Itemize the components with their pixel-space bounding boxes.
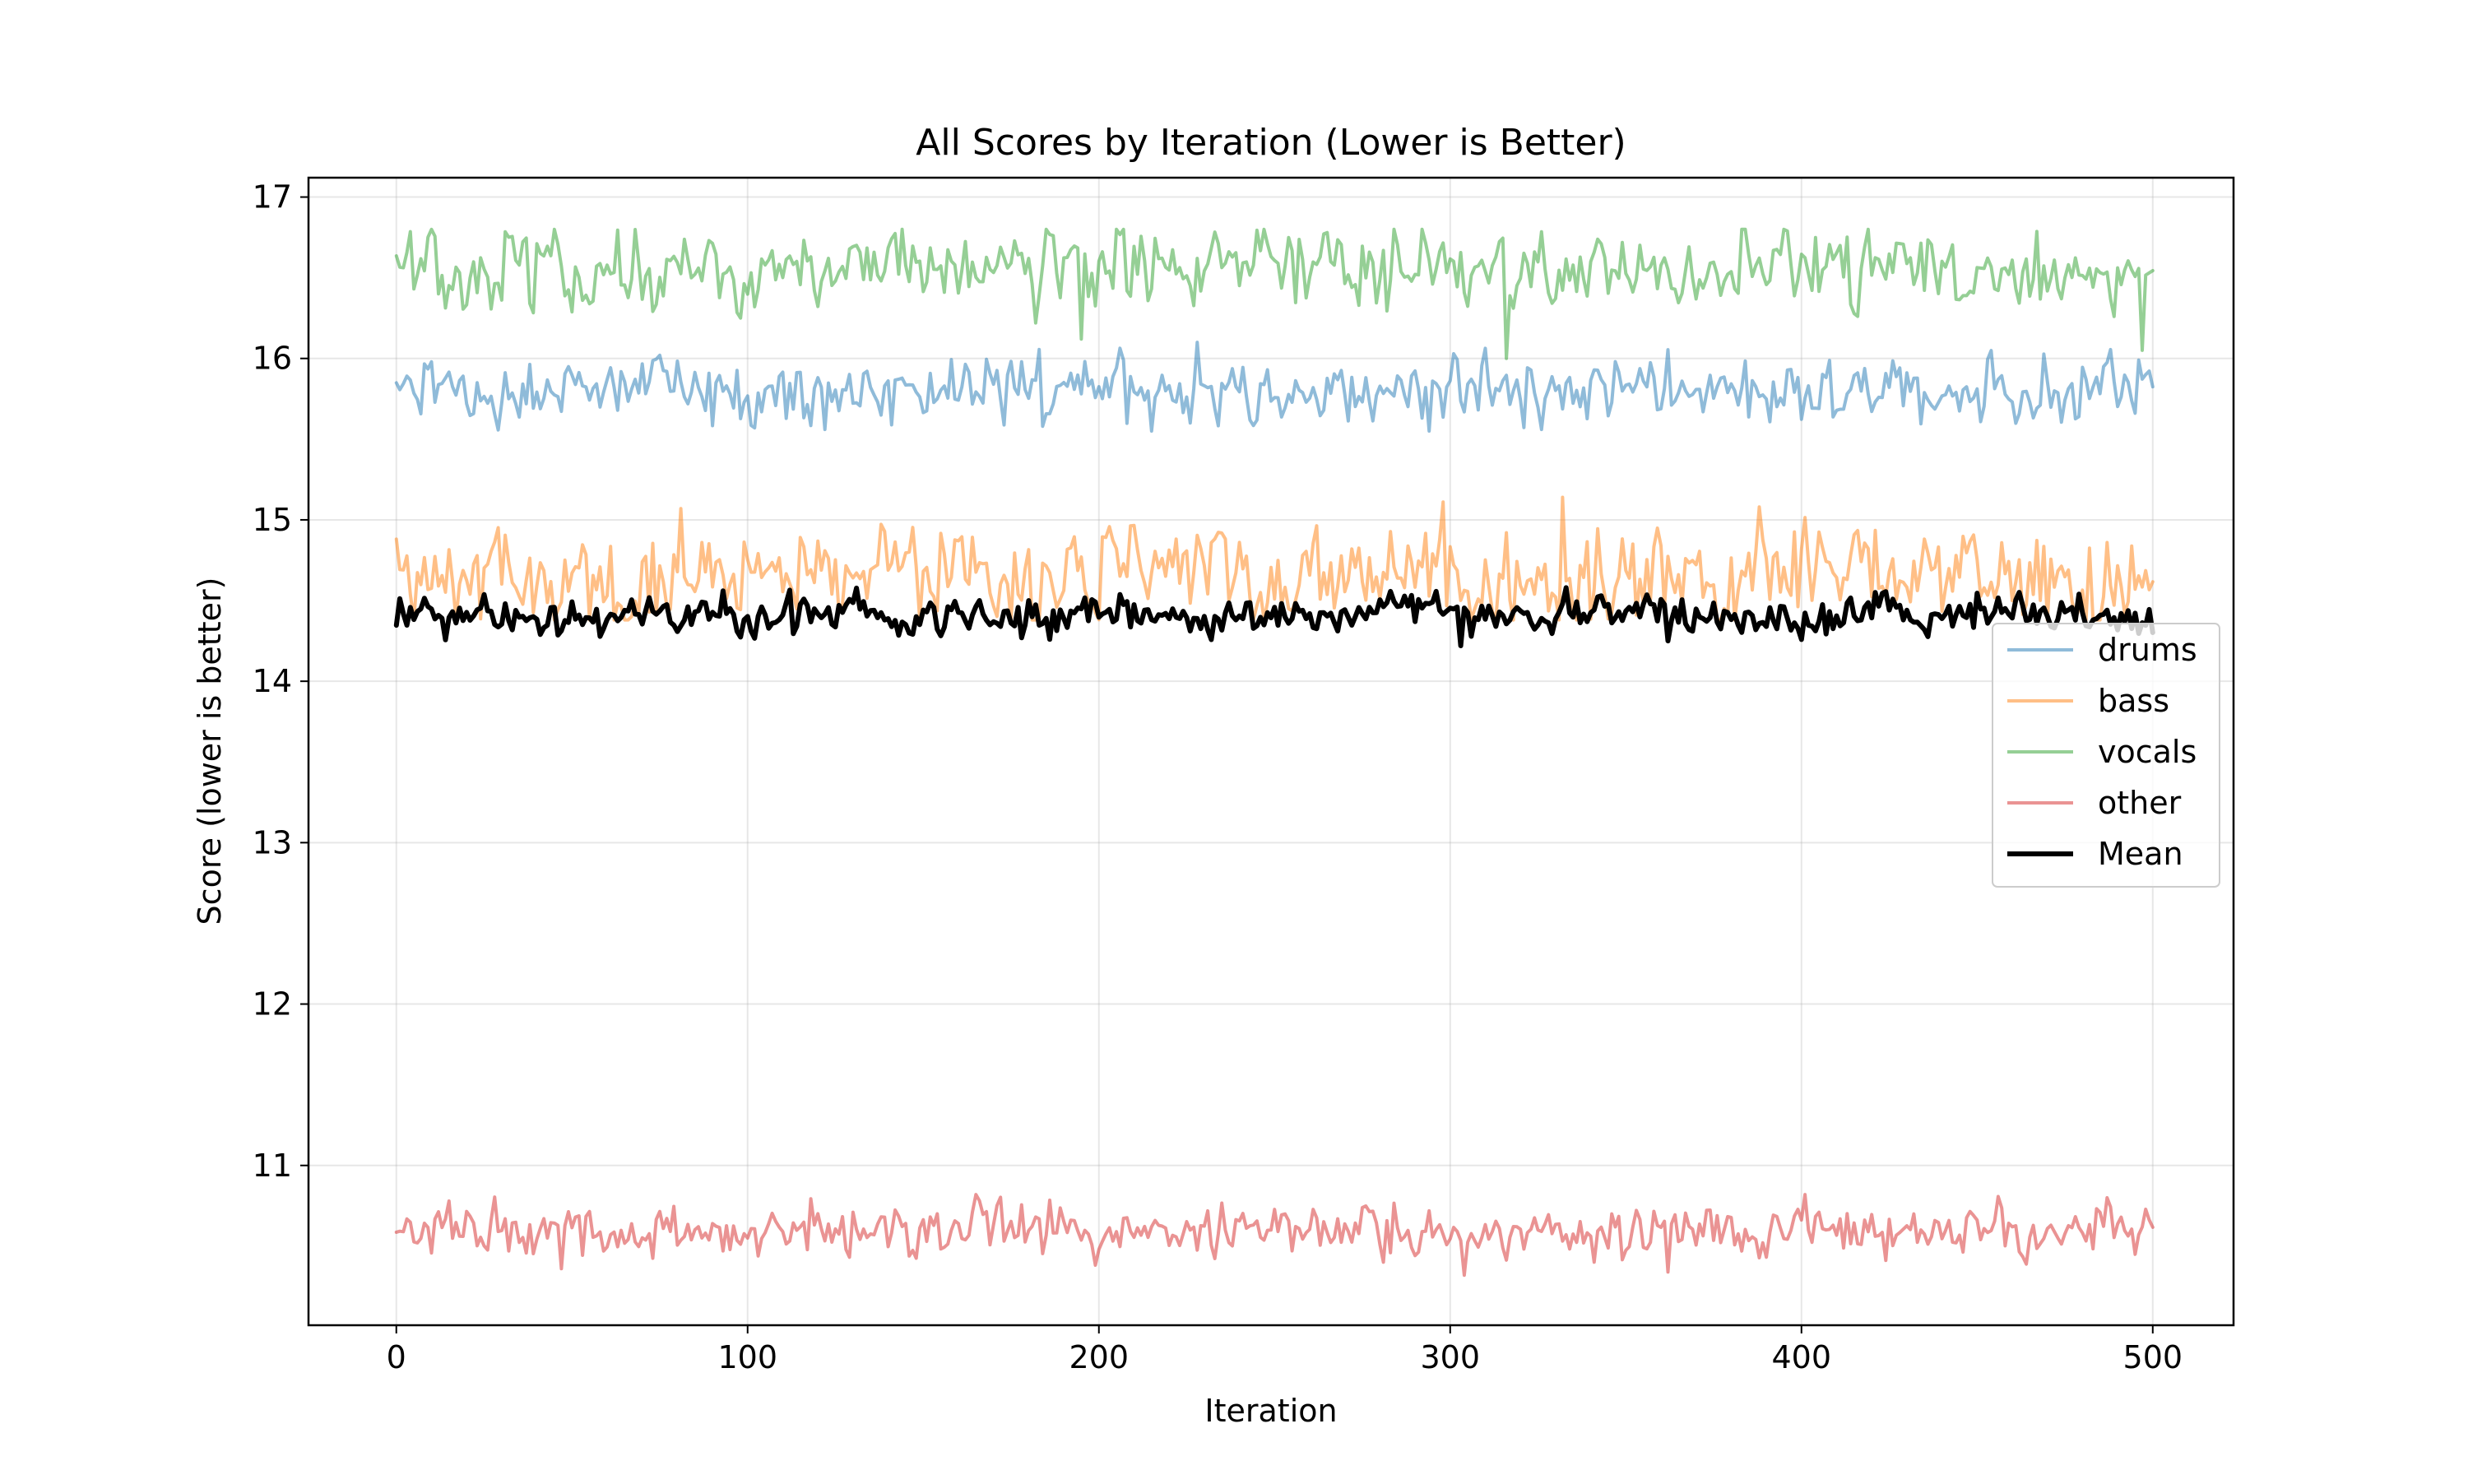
y-tick-label: 11: [253, 1148, 292, 1184]
series-line-vocals: [394, 227, 2155, 360]
legend-label-other: other: [2098, 785, 2182, 821]
legend-label-mean: Mean: [2098, 836, 2183, 872]
legend-label-bass: bass: [2098, 683, 2169, 719]
y-axis-label: Score (lower is better): [192, 577, 228, 925]
x-tick-label: 500: [2123, 1339, 2183, 1375]
x-tick-label: 100: [717, 1339, 777, 1375]
series-line-bass: [394, 495, 2155, 622]
y-tick-label: 17: [253, 179, 292, 216]
x-tick-label: 400: [1772, 1339, 1832, 1375]
x-tick-label: 0: [387, 1339, 406, 1375]
axis-ticks: 0 100 200 300 400 500 11 12 13 14 15 16 17: [253, 179, 2183, 1375]
chart-title: All Scores by Iteration (Lower is Better…: [916, 122, 1626, 164]
y-tick-label: 14: [253, 663, 292, 699]
plot-area-frame: [307, 176, 2235, 1327]
y-tick-label: 12: [253, 986, 292, 1023]
legend-label-vocals: vocals: [2098, 734, 2197, 770]
x-axis-label: Iteration: [1204, 1393, 1337, 1429]
series-line-other: [394, 1193, 2155, 1278]
x-tick-label: 200: [1069, 1339, 1130, 1375]
y-tick-label: 13: [253, 824, 292, 860]
gridlines: [308, 178, 2234, 1325]
legend-box: [1992, 623, 2220, 888]
series-line-drums: [394, 341, 2155, 433]
legend: drums bass vocals other Mean: [1992, 623, 2220, 888]
y-tick-label: 16: [253, 341, 292, 377]
legend-label-drums: drums: [2098, 632, 2197, 668]
x-tick-label: 300: [1421, 1339, 1481, 1375]
y-tick-label: 15: [253, 502, 292, 538]
plot-series: [393, 227, 2155, 1278]
series-line-mean: [393, 585, 2155, 648]
